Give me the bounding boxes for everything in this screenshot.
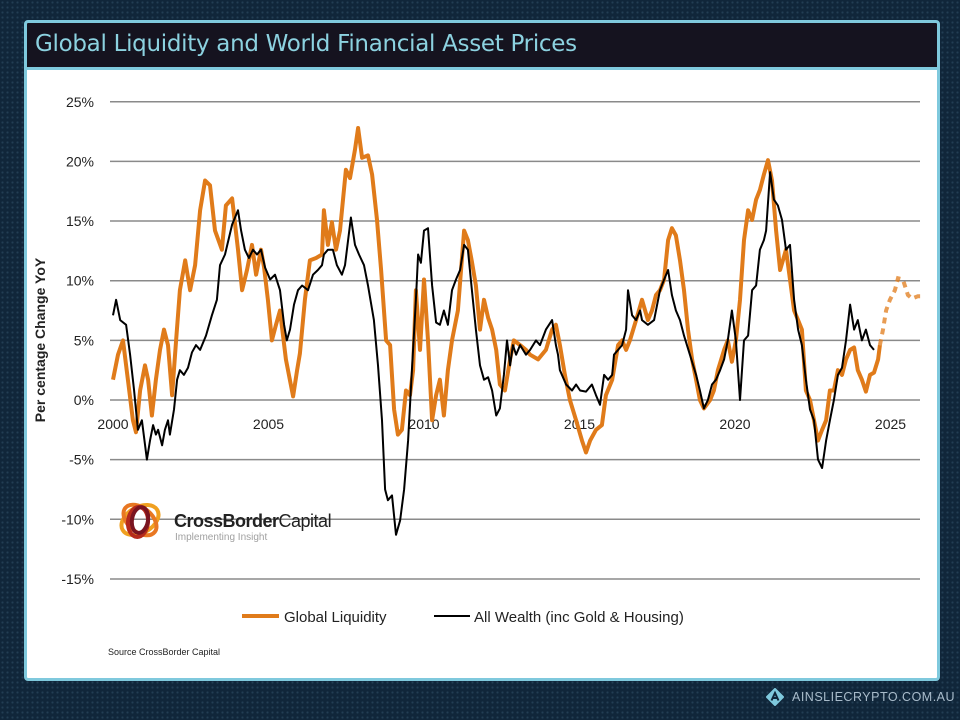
logo-tagline: Implementing Insight <box>175 532 267 543</box>
y-tick-labels: 25% 20% 15% 10% 5% 0% -5% -10% -15% <box>61 94 94 587</box>
slide-title: Global Liquidity and World Financial Ass… <box>35 31 577 57</box>
series-all-wealth <box>112 171 875 536</box>
crossborder-swirl-icon <box>119 502 161 539</box>
ainslie-logo-icon <box>766 688 784 706</box>
y-tick-label: 5% <box>74 332 94 348</box>
source-note: Source CrossBorder Capital <box>108 647 220 657</box>
x-tick-label: 2020 <box>719 416 750 432</box>
x-tick-label: 2005 <box>253 416 284 432</box>
x-tick-label: 2025 <box>875 416 906 432</box>
x-tick-labels: 2000 2005 2010 2015 2020 2025 <box>97 416 906 432</box>
y-tick-label: 20% <box>66 153 94 169</box>
y-tick-label: -15% <box>61 571 94 587</box>
series-global-liquidity-forecast <box>877 275 922 346</box>
x-tick-label: 2015 <box>564 416 595 432</box>
y-tick-label: 0% <box>74 392 94 408</box>
x-tick-label: 2000 <box>97 416 128 432</box>
y-tick-label: -5% <box>69 452 94 468</box>
footer: AINSLIECRYPTO.COM.AU <box>766 688 955 706</box>
legend-label-global-liquidity: Global Liquidity <box>284 609 387 626</box>
crossborder-logo: CrossBorderCapital Implementing Insight <box>119 502 332 543</box>
legend: Global Liquidity All Wealth (inc Gold & … <box>242 609 684 626</box>
y-tick-label: 10% <box>66 273 94 289</box>
series-global-liquidity <box>111 126 882 455</box>
title-bar: Global Liquidity and World Financial Ass… <box>27 23 937 70</box>
y-axis-label: Per centage Change YoY <box>32 257 48 422</box>
svg-text:CrossBorderCapital: CrossBorderCapital <box>174 511 331 531</box>
y-tick-label: 25% <box>66 94 94 110</box>
footer-site-link[interactable]: AINSLIECRYPTO.COM.AU <box>792 690 956 704</box>
y-tick-label: 15% <box>66 213 94 229</box>
legend-label-all-wealth: All Wealth (inc Gold & Housing) <box>474 609 684 626</box>
logo-name-bold: CrossBorder <box>174 511 279 531</box>
series-lines <box>111 126 922 536</box>
logo-name-light: Capital <box>279 511 332 531</box>
y-tick-label: -10% <box>61 511 94 527</box>
x-tick-label: 2010 <box>408 416 439 432</box>
